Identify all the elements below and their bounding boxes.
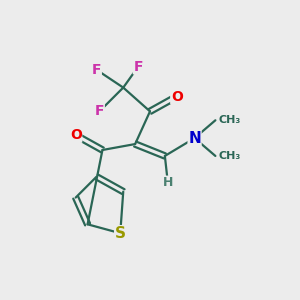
Text: O: O	[70, 128, 82, 142]
Text: F: F	[92, 63, 101, 77]
Text: H: H	[163, 176, 173, 189]
Text: F: F	[95, 104, 104, 118]
Text: S: S	[115, 226, 126, 241]
Text: CH₃: CH₃	[218, 151, 241, 161]
Text: O: O	[171, 89, 183, 103]
Text: F: F	[134, 60, 143, 74]
Text: CH₃: CH₃	[218, 115, 241, 125]
Text: N: N	[188, 130, 201, 146]
